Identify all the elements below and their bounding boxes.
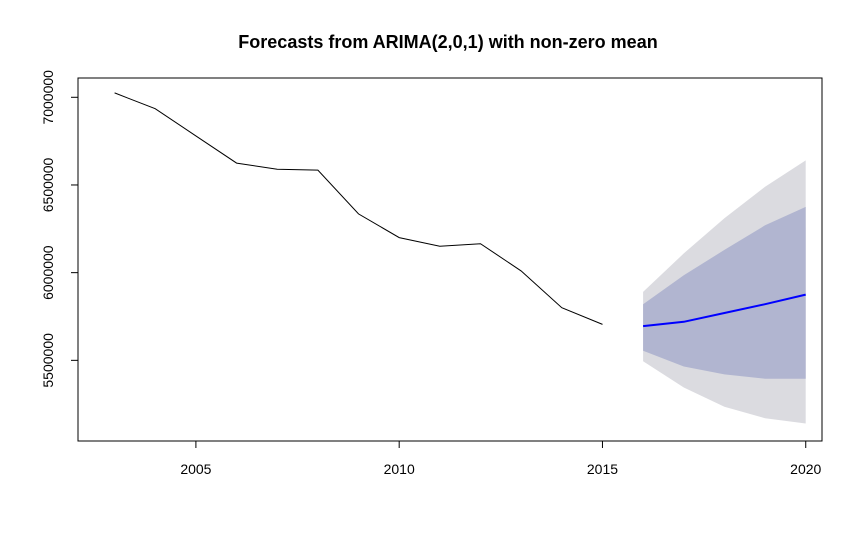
series-lines — [114, 92, 806, 328]
forecast-interval-bands — [643, 160, 806, 424]
y-tick-label: 7000000 — [40, 70, 56, 125]
y-axis: 5500000 6000000 6500000 7000000 — [40, 70, 79, 388]
y-tick-label: 6500000 — [40, 158, 56, 213]
x-tick-label: 2005 — [180, 461, 211, 477]
x-tick-label: 2015 — [587, 461, 618, 477]
interval-80-band — [643, 206, 806, 379]
y-tick-label: 5500000 — [40, 333, 56, 388]
chart-title: Forecasts from ARIMA(2,0,1) with non-zer… — [238, 32, 657, 52]
y-tick-label: 6000000 — [40, 245, 56, 300]
x-tick-label: 2010 — [384, 461, 415, 477]
forecast-mean-line — [642, 293, 806, 328]
observed-line — [114, 92, 603, 325]
x-axis: 2005 2010 2015 2020 — [180, 440, 822, 477]
x-tick-label: 2020 — [790, 461, 821, 477]
